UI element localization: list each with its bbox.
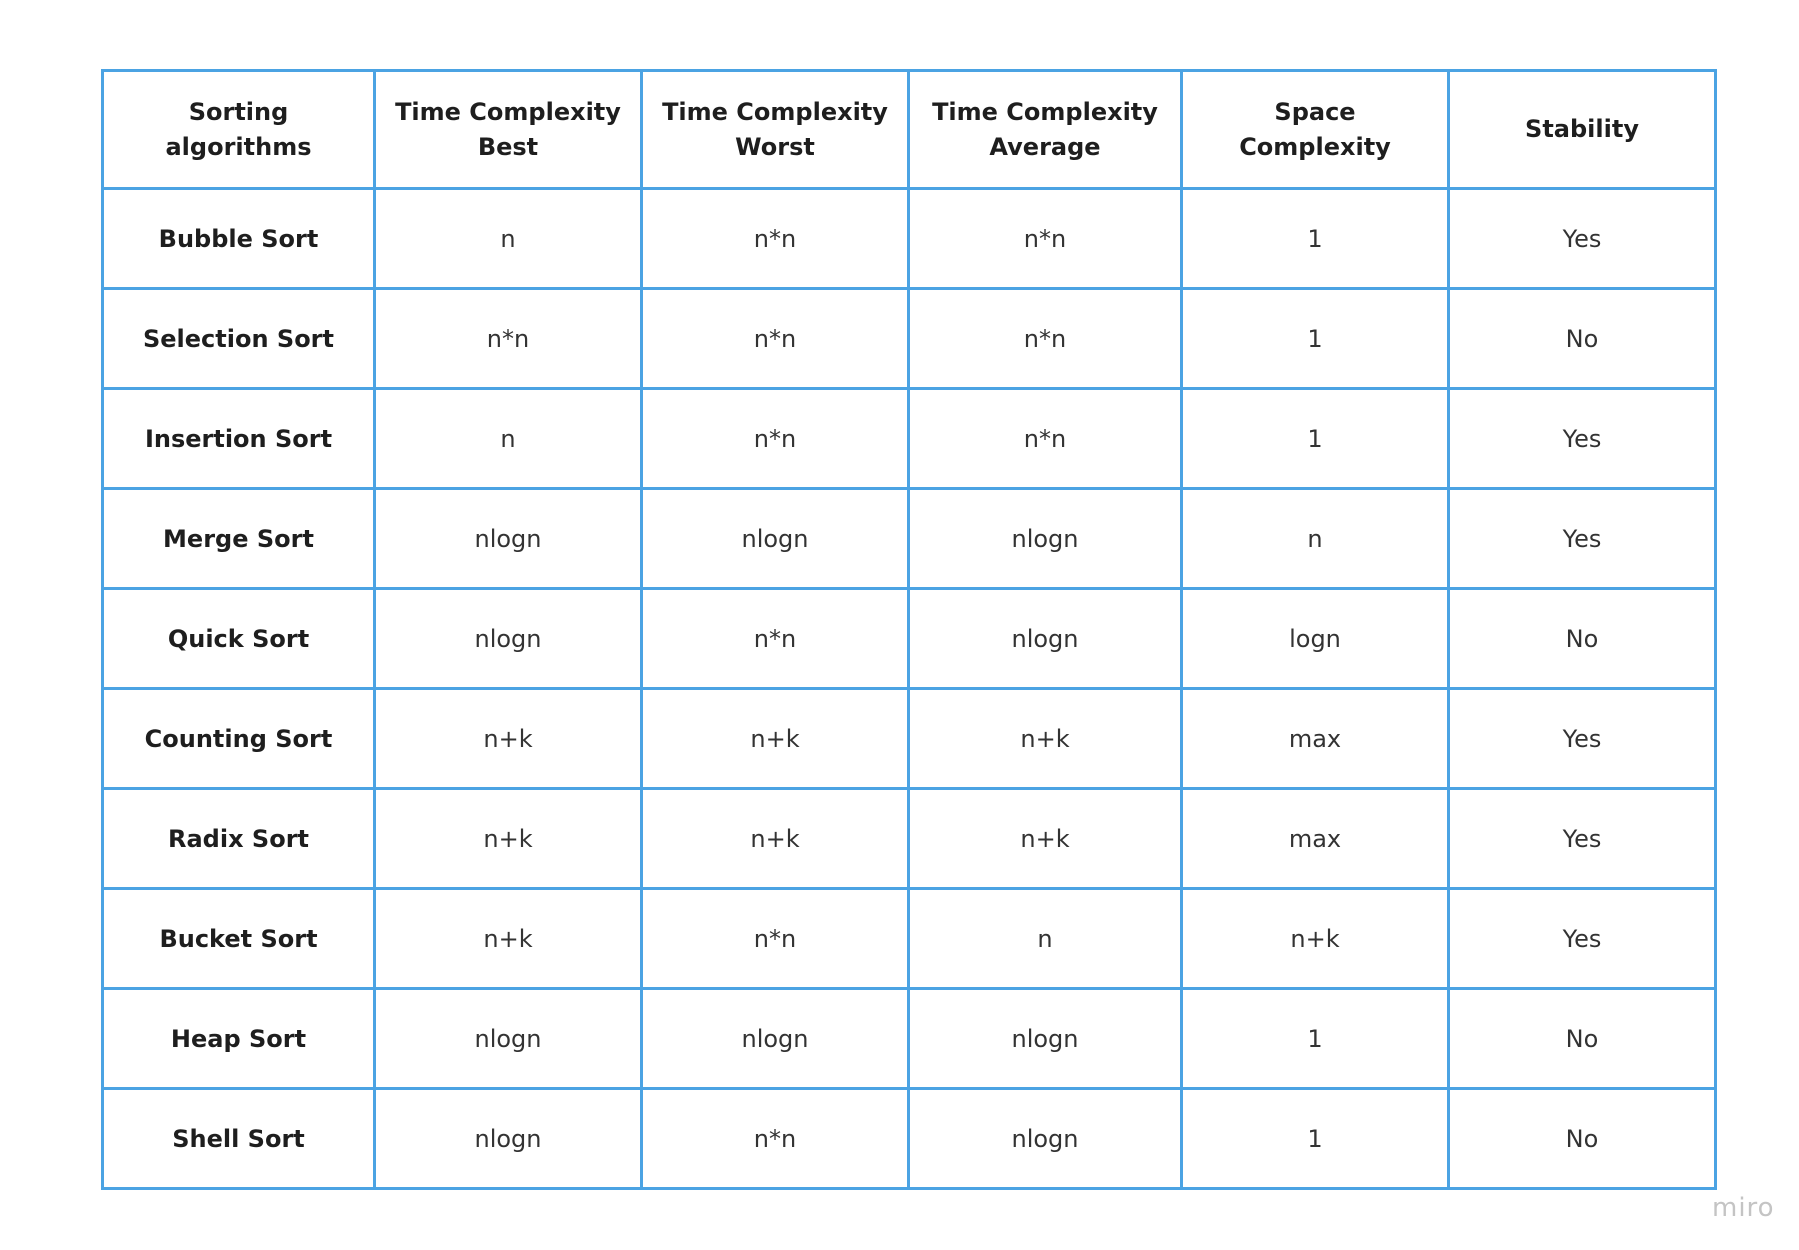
table-row: Selection Sort n*n n*n n*n 1 No [101, 287, 1717, 390]
table-board: Sorting algorithms Time Complexity Best … [101, 69, 1717, 1190]
header-time-worst: Time Complexity Worst [640, 69, 910, 190]
cell-time-best: n+k [373, 787, 643, 890]
cell-time-average: nlogn [907, 987, 1183, 1090]
cell-time-average: nlogn [907, 487, 1183, 590]
table-row: Quick Sort nlogn n*n nlogn logn No [101, 587, 1717, 690]
cell-time-worst: n*n [640, 587, 910, 690]
header-label: Stability [1525, 115, 1639, 143]
cell-algorithm: Bubble Sort [101, 187, 376, 290]
cell-time-worst: nlogn [640, 487, 910, 590]
cell-time-best: n [373, 187, 643, 290]
table-row: Merge Sort nlogn nlogn nlogn n Yes [101, 487, 1717, 590]
cell-time-average: n*n [907, 187, 1183, 290]
miro-watermark: miro [1712, 1193, 1775, 1223]
cell-space: max [1180, 687, 1450, 790]
cell-time-best: nlogn [373, 587, 643, 690]
cell-time-best: nlogn [373, 987, 643, 1090]
cell-algorithm: Radix Sort [101, 787, 376, 890]
cell-time-worst: n+k [640, 687, 910, 790]
cell-time-best: n [373, 387, 643, 490]
cell-space: 1 [1180, 987, 1450, 1090]
header-label: Sorting algorithms [165, 97, 312, 161]
table-row: Counting Sort n+k n+k n+k max Yes [101, 687, 1717, 790]
cell-stability: Yes [1447, 787, 1717, 890]
cell-time-average: nlogn [907, 1087, 1183, 1190]
header-sublabel: Worst [735, 132, 815, 161]
cell-algorithm: Selection Sort [101, 287, 376, 390]
cell-space: max [1180, 787, 1450, 890]
table-row: Bucket Sort n+k n*n n n+k Yes [101, 887, 1717, 990]
cell-algorithm: Heap Sort [101, 987, 376, 1090]
header-row: Sorting algorithms Time Complexity Best … [101, 69, 1717, 190]
table-body: Bubble Sort n n*n n*n 1 Yes Selection Sort n*n n… [101, 187, 1717, 1190]
cell-time-best: n*n [373, 287, 643, 390]
cell-stability: Yes [1447, 387, 1717, 490]
cell-time-worst: n+k [640, 787, 910, 890]
cell-time-best: n+k [373, 687, 643, 790]
cell-space: 1 [1180, 1087, 1450, 1190]
header-label: Space Complexity [1239, 97, 1391, 161]
sorting-algorithms-table: Sorting algorithms Time Complexity Best … [101, 69, 1717, 1190]
cell-algorithm: Merge Sort [101, 487, 376, 590]
cell-time-average: nlogn [907, 587, 1183, 690]
cell-space: logn [1180, 587, 1450, 690]
cell-time-worst: n*n [640, 887, 910, 990]
cell-algorithm: Counting Sort [101, 687, 376, 790]
cell-space: n+k [1180, 887, 1450, 990]
cell-space: 1 [1180, 187, 1450, 290]
cell-space: n [1180, 487, 1450, 590]
table-row: Radix Sort n+k n+k n+k max Yes [101, 787, 1717, 890]
cell-time-best: nlogn [373, 487, 643, 590]
header-label: Time Complexity [662, 97, 888, 126]
cell-time-best: n+k [373, 887, 643, 990]
header-label: Time Complexity [395, 97, 621, 126]
table-row: Insertion Sort n n*n n*n 1 Yes [101, 387, 1717, 490]
cell-time-worst: n*n [640, 287, 910, 390]
cell-time-worst: n*n [640, 187, 910, 290]
cell-time-average: n*n [907, 287, 1183, 390]
header-time-best: Time Complexity Best [373, 69, 643, 190]
cell-space: 1 [1180, 287, 1450, 390]
cell-stability: No [1447, 987, 1717, 1090]
cell-time-average: n [907, 887, 1183, 990]
cell-time-average: n+k [907, 787, 1183, 890]
cell-time-worst: n*n [640, 1087, 910, 1190]
cell-stability: Yes [1447, 487, 1717, 590]
cell-stability: No [1447, 1087, 1717, 1190]
cell-stability: Yes [1447, 687, 1717, 790]
cell-time-average: n*n [907, 387, 1183, 490]
cell-time-best: nlogn [373, 1087, 643, 1190]
cell-time-worst: nlogn [640, 987, 910, 1090]
cell-algorithm: Insertion Sort [101, 387, 376, 490]
table-row: Shell Sort nlogn n*n nlogn 1 No [101, 1087, 1717, 1190]
header-stability: Stability [1447, 69, 1717, 190]
cell-algorithm: Bucket Sort [101, 887, 376, 990]
header-sorting-algorithms: Sorting algorithms [101, 69, 376, 190]
cell-stability: Yes [1447, 187, 1717, 290]
table-row: Bubble Sort n n*n n*n 1 Yes [101, 187, 1717, 290]
header-sublabel: Average [989, 132, 1101, 161]
table-row: Heap Sort nlogn nlogn nlogn 1 No [101, 987, 1717, 1090]
header-label: Time Complexity [932, 97, 1158, 126]
header-sublabel: Best [477, 132, 539, 161]
cell-time-worst: n*n [640, 387, 910, 490]
cell-stability: No [1447, 587, 1717, 690]
cell-algorithm: Shell Sort [101, 1087, 376, 1190]
header-time-average: Time Complexity Average [907, 69, 1183, 190]
cell-space: 1 [1180, 387, 1450, 490]
cell-stability: No [1447, 287, 1717, 390]
cell-stability: Yes [1447, 887, 1717, 990]
cell-time-average: n+k [907, 687, 1183, 790]
cell-algorithm: Quick Sort [101, 587, 376, 690]
header-space-complexity: Space Complexity [1180, 69, 1450, 190]
